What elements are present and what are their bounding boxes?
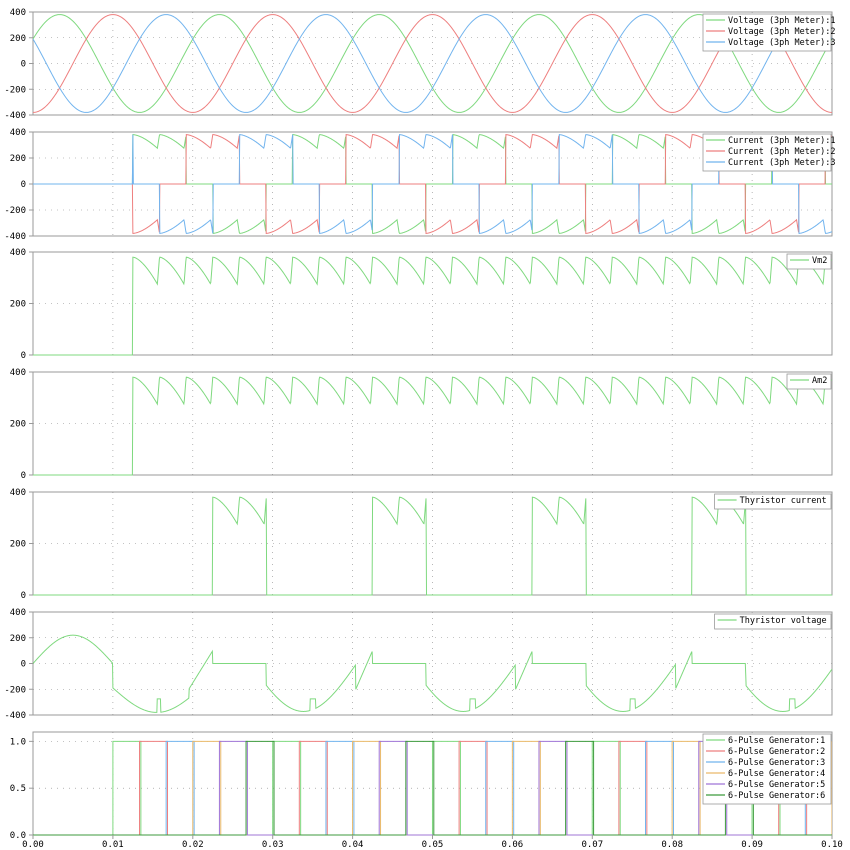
y-tick-label: 1.0 (10, 737, 26, 747)
y-tick-label: 400 (10, 8, 26, 18)
legend-entry: Voltage (3ph Meter):3 (728, 38, 835, 48)
legend-entry: Current (3ph Meter):1 (728, 136, 835, 146)
legend: 6-Pulse Generator:16-Pulse Generator:26-… (702, 733, 832, 805)
y-tick-label: 0 (21, 60, 26, 70)
y-tick-label: 0 (21, 471, 26, 481)
legend-entry: 6-Pulse Generator:2 (728, 747, 825, 757)
legend-box (714, 493, 832, 510)
legend: Thyristor current (714, 493, 832, 510)
legend-entry: Thyristor current (740, 496, 827, 506)
legend-entry: Am2 (812, 376, 827, 386)
x-tick-label: 0.03 (262, 840, 284, 850)
y-tick-label: 200 (10, 634, 26, 644)
series-lines (33, 376, 832, 476)
legend-entry: Vm2 (812, 256, 827, 266)
thyristor-current-panel: 400 200 0 Thyristor current (10, 488, 833, 601)
y-tick-label: 400 (10, 248, 26, 258)
legend-entry: 6-Pulse Generator:4 (728, 769, 825, 779)
legend-entry: 6-Pulse Generator:1 (728, 736, 825, 746)
series-lines (33, 14, 832, 113)
y-tick-label: 0.0 (10, 831, 26, 841)
y-tick-label: 400 (10, 128, 26, 138)
y-tick-label: 200 (10, 540, 26, 550)
x-tick-label: 0.06 (502, 840, 524, 850)
series-line-1 (33, 376, 832, 476)
legend: Vm2 (786, 253, 832, 270)
x-tick-label: 0.02 (182, 840, 204, 850)
panel-frame (32, 251, 833, 356)
y-tick-label: 0.5 (10, 784, 26, 794)
vm2-panel: 400 200 0 Vm2 (10, 248, 833, 361)
x-tick-label: 0.04 (342, 840, 364, 850)
series-line-3 (33, 14, 832, 113)
y-tick-label: 200 (10, 300, 26, 310)
legend-box (714, 613, 832, 630)
y-tick-label: 200 (10, 420, 26, 430)
series-lines (33, 496, 832, 596)
series-lines (33, 740, 832, 836)
y-tick-label: -200 (4, 206, 26, 216)
series-line-1 (33, 134, 832, 234)
x-tick-label: 0.10 (821, 840, 843, 850)
panel-frame (32, 371, 833, 476)
legend-box (786, 253, 832, 270)
legend-box (702, 733, 832, 805)
series-line-1 (33, 634, 832, 713)
thyristor-voltage-panel: 400 200 0 -200 -400 Thyristor voltage (4, 608, 833, 721)
y-tick-label: 0 (21, 591, 26, 601)
legend-entry: Current (3ph Meter):2 (728, 147, 835, 157)
legend-entry: Voltage (3ph Meter):1 (728, 16, 835, 26)
legend: Am2 (786, 373, 832, 390)
pulse-panel: 1.00.50.06-Pulse Generator:16-Pulse Gene… (10, 731, 833, 841)
x-tick-label: 0.01 (102, 840, 124, 850)
x-tick-label: 0.05 (422, 840, 444, 850)
y-tick-label: 400 (10, 368, 26, 378)
x-tick-label: 0.08 (661, 840, 683, 850)
legend-entry: 6-Pulse Generator:3 (728, 758, 825, 768)
y-tick-label: -400 (4, 232, 26, 242)
series-line-1 (33, 496, 832, 596)
y-tick-label: 400 (10, 488, 26, 498)
y-tick-label: 400 (10, 608, 26, 618)
legend-box (786, 373, 832, 390)
panel-frame (32, 491, 833, 596)
x-axis: 0.00 0.01 0.02 0.03 0.04 0.05 0.06 0.07 0.08 0.09… (22, 835, 843, 850)
y-tick-label: 0 (21, 180, 26, 190)
am2-panel: 400 200 0 Am2 (10, 368, 833, 481)
series-lines (33, 134, 832, 234)
legend-entry: 6-Pulse Generator:6 (728, 791, 825, 801)
series-line-3 (33, 134, 832, 234)
y-tick-label: -200 (4, 85, 26, 95)
y-tick-label: -400 (4, 711, 26, 721)
legend-entry: 6-Pulse Generator:5 (728, 780, 825, 790)
series-line-1 (33, 256, 832, 356)
series-line-2 (33, 134, 832, 234)
y-tick-label: -400 (4, 111, 26, 121)
y-tick-label: 0 (21, 351, 26, 361)
y-tick-label: 200 (10, 34, 26, 44)
x-tick-label: 0.09 (741, 840, 763, 850)
y-tick-label: -200 (4, 685, 26, 695)
x-tick-label: 0.07 (581, 840, 603, 850)
legend-entry: Current (3ph Meter):3 (728, 158, 835, 168)
series-lines (33, 634, 832, 713)
y-tick-label: 0 (21, 660, 26, 670)
x-tick-label: 0.00 (22, 840, 44, 850)
legend-entry: Thyristor voltage (740, 616, 827, 626)
legend: Thyristor voltage (714, 613, 832, 630)
series-lines (33, 256, 832, 356)
panel-frame (32, 11, 833, 116)
y-tick-label: 200 (10, 154, 26, 164)
legend-entry: Voltage (3ph Meter):2 (728, 27, 835, 37)
